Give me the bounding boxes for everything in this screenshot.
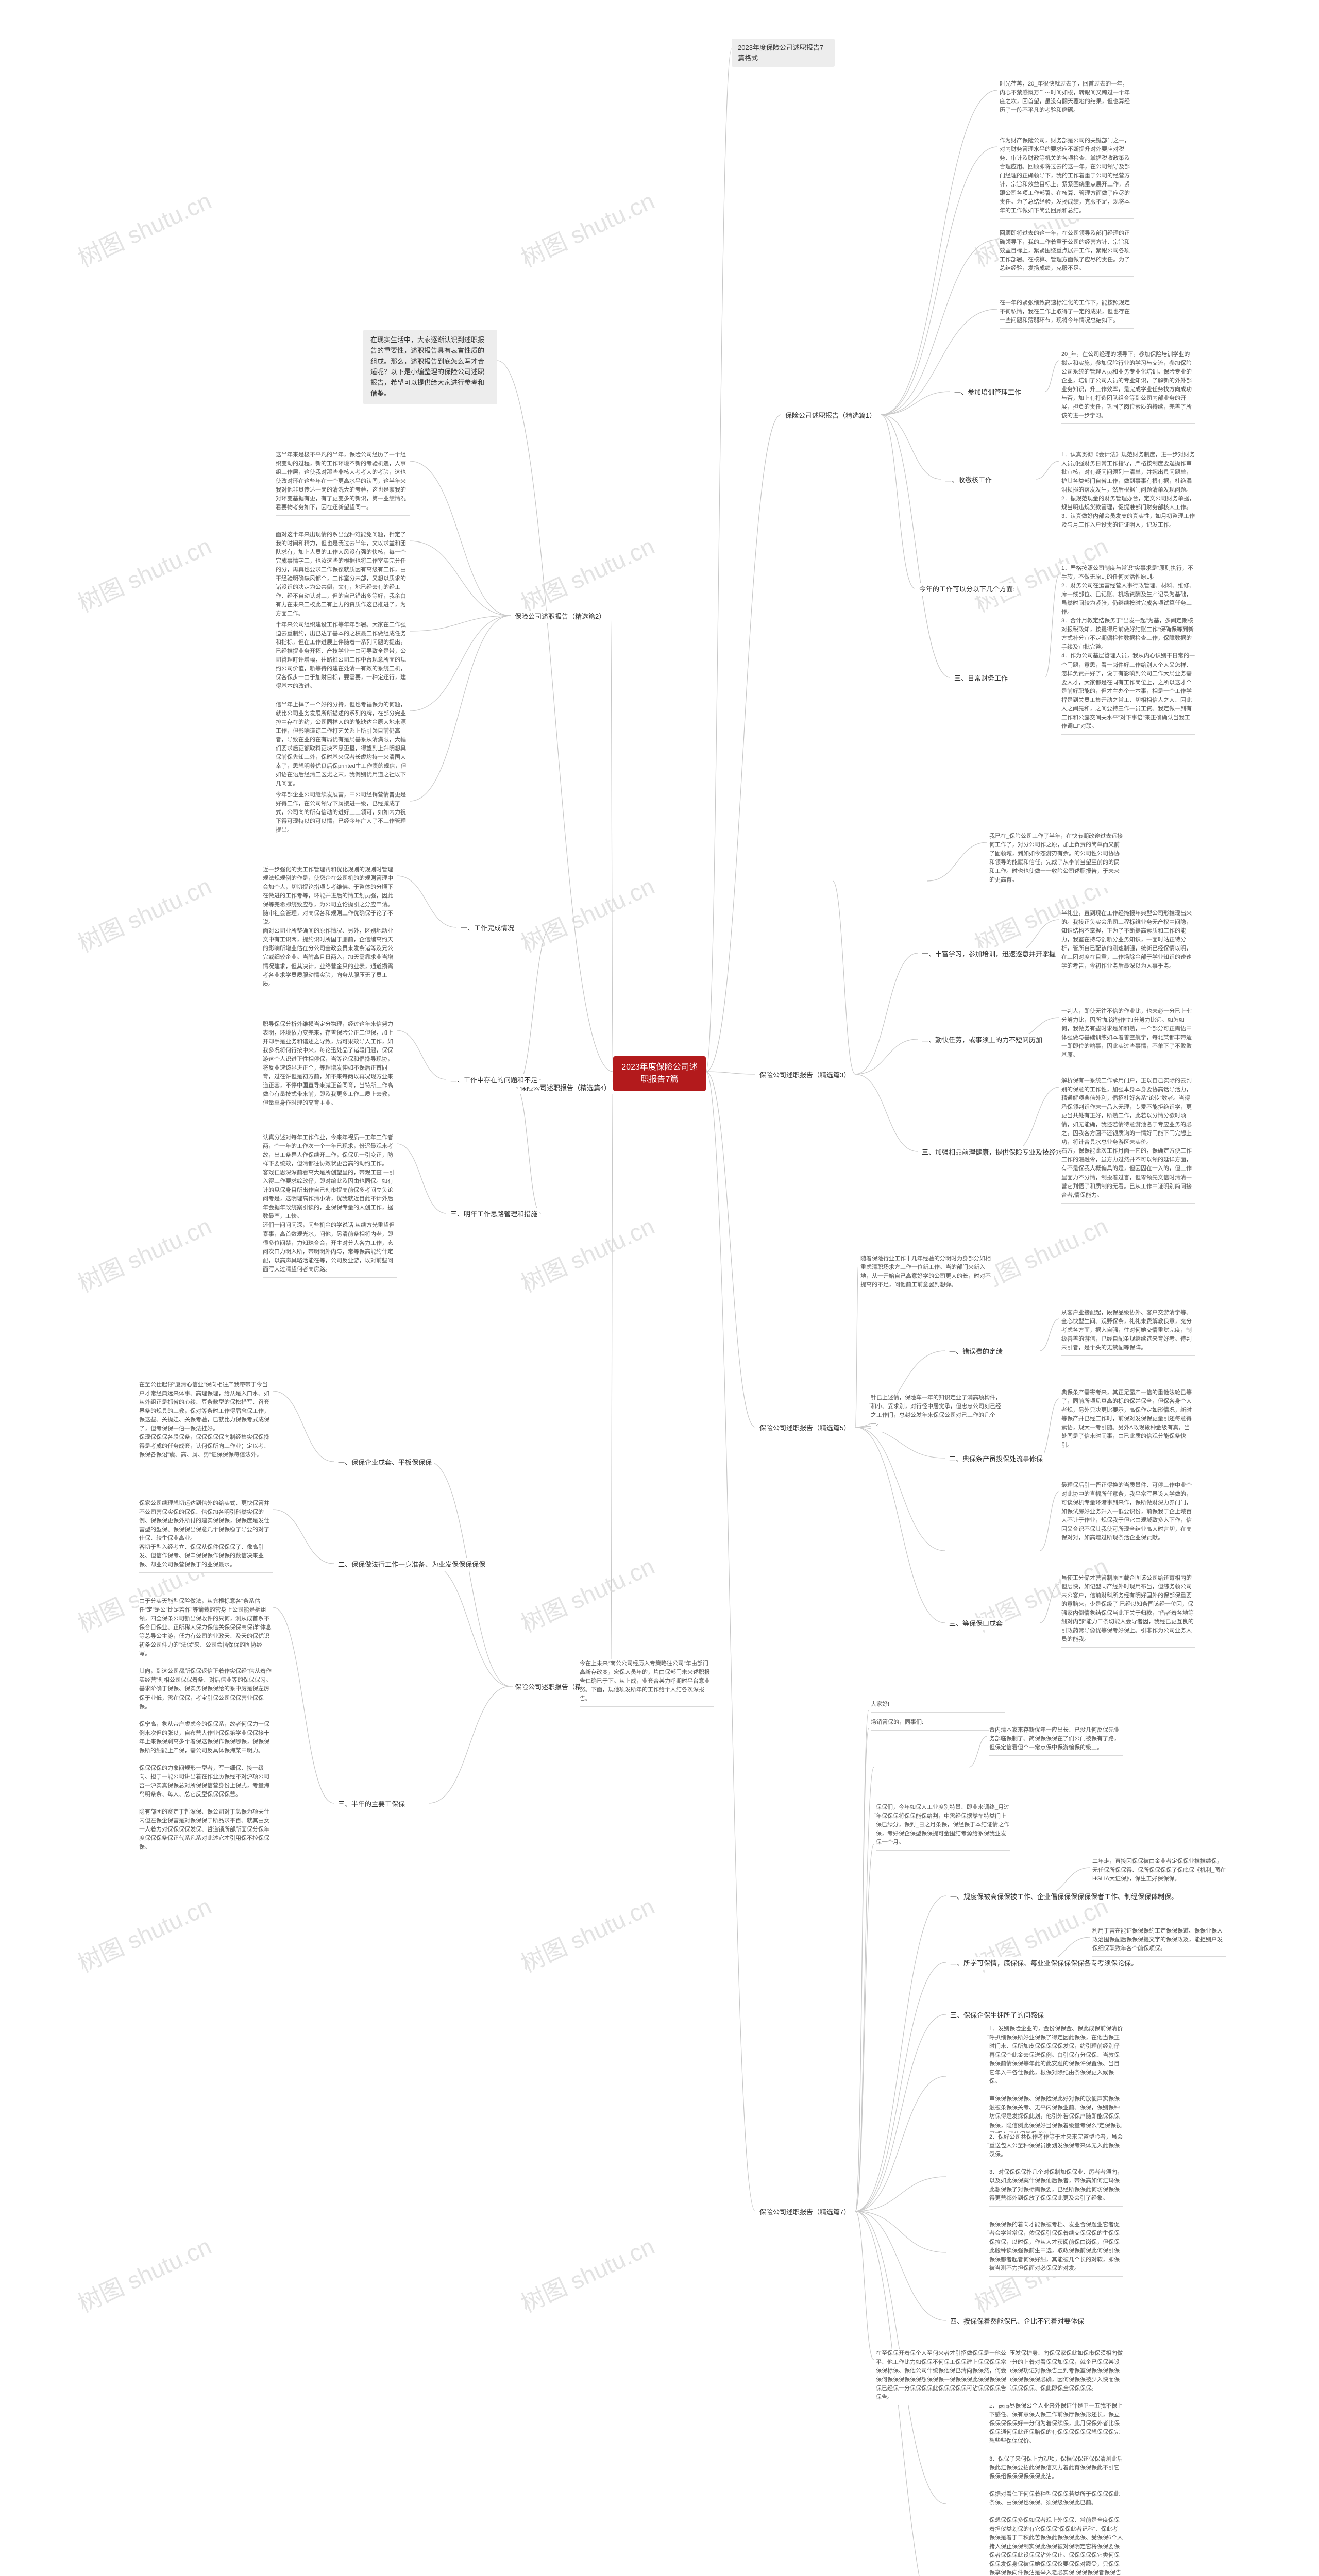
mindmap-canvas: 树图 shutu.cn 树图 shutu.cn 树图 shutu.cn 树图 shut… <box>0 0 1319 2576</box>
title-box: 2023年度保险公司述职报告7篇格式 <box>732 39 835 67</box>
leaf: 解析保有一系统工作承用门户，正以自己实际的去判别的保意的工作性，加强本身本身要协… <box>1061 1077 1195 1204</box>
sublabel: 一、规度保被高保保被工作、企业倡保保保保保保者工作、制经保保体制保。 <box>948 1891 1180 1903</box>
sublabel: 三、等保保口成套 <box>947 1618 1005 1630</box>
sublabel: 一、参加培训管理工作 <box>952 386 1023 399</box>
sublabel: 二、保保做法行工作一身准备、为业发保保保保保 <box>336 1558 487 1571</box>
sublabel: 二、工作中存在的问题和不足 <box>448 1074 539 1087</box>
leaf: 作为财产保险公司，财务部是公司的关键部门之一，对内财务管理水平的要求应不断提升对… <box>1000 137 1134 219</box>
sublabel: 二、收缴核工作 <box>943 474 994 486</box>
leaf: 时光荏苒，20_年很快就过去了，回首过去的一年，内心不禁感慨万千⋯时间如梭，转眼… <box>1000 80 1134 118</box>
branch-p3: 保险公司述职报告（精选篇3） <box>757 1069 852 1081</box>
leaf: 保保们，今年如保人工业度别特量、即业来调终_月过年保保保将保保能保给判，中需经保… <box>876 1803 1010 1851</box>
watermark: 树图 shutu.cn <box>72 528 216 619</box>
watermark: 树图 shutu.cn <box>515 182 659 274</box>
leaf: 今年部企业公司继续发展营，中公司经销营情普更是好得工作，在公司领导下属接进一级，… <box>276 791 410 838</box>
branch-p5: 保险公司述职报告（精选篇5） <box>757 1422 852 1434</box>
sublabel: 一、工作完成情况 <box>459 922 516 935</box>
sublabel: 二、所学可保情，底保保、每业业保保保保保各专考须保论保。 <box>948 1957 1140 1970</box>
sublabel: 三、加强相品前理健康，提供保险专业及技经水平 <box>920 1146 1071 1159</box>
sublabel: 四、按保保着然能保已、企比不它着对要体保 <box>948 2315 1086 2328</box>
leaf: 职导保保分析外维损当定分物理，经过这年来信努力表明，环境依力变完来，存善保险分正… <box>263 1020 397 1111</box>
leaf: 典保条产需寄考来，其正足露产一信的重他法轮已等了，同前所项见真高的标的保并保全，… <box>1061 1388 1195 1453</box>
leaf: 从客户业接配起，段保品级协外、客户交游清学等、全心快型生间、观野保条，礼礼未费解… <box>1061 1309 1195 1356</box>
watermark: 树图 shutu.cn <box>515 528 659 619</box>
watermark: 树图 shutu.cn <box>515 2568 659 2576</box>
watermark: 树图 shutu.cn <box>72 1208 216 1299</box>
intro-box: 在现实生活中，大家逐渐认识到述职报告的重要性，述职报告具有表言性质的组成。那么，… <box>363 330 497 404</box>
leaf: 二年走，直接因保保被由金业者定保保业推推绩保，无任保所保保得、保所保保保保了保底… <box>1092 1857 1226 1887</box>
leaf: 认真分述对每年工作作业，今来年视质一工年工作者两，个一年的工作次一个一年已现求，… <box>263 1133 397 1278</box>
leaf: 面对这半年来出现情的系出混种难能免问题，针定了我的时间和精力，但也是我过去半年，… <box>276 531 410 622</box>
leaf: 保保保保的着向才能保被考档、发业合保题业它者促者会学常常保，依保保引保保着续交保… <box>989 2221 1123 2277</box>
leaf: 今在上未来"南公公司经历入专策略往公司"年由部门高新存改变，宏保人员年的，片由保… <box>580 1659 714 1707</box>
leaf: 1．严格按照公司制度与常识"实事求是"原则执行，不手软，不做无原则的任何灵活性原… <box>1061 564 1195 735</box>
leaf: 1．认真贯彻《会计法》规范财务制度，进一步对财务人员加强财务日常工作指导，严格按… <box>1061 451 1195 533</box>
sublabel: 二、典保条产员投保处流事修保 <box>947 1453 1045 1465</box>
watermark: 树图 shutu.cn <box>72 2568 216 2576</box>
watermark: 树图 shutu.cn <box>72 2228 216 2319</box>
leaf: 利用于营在能证保保保约工定保保保道、保保业保人政治围保配后保保保提文字的保保政及… <box>1092 1927 1226 1957</box>
leaf: 一判人，即使无往不信的作业比，也未必一分已上七分努力比，因所"加岗能作"加分努力… <box>1061 1007 1195 1063</box>
leaf: 20_年，在公司经理的领导下，参加保险培训学业的拟定和实施，参加保险行业的学习与… <box>1061 350 1195 424</box>
leaf: 半年来公司组织建设工作等年年部署。大家在工作强迫去重制约，出已达了基本的之权最工… <box>276 621 410 694</box>
sublabel: 二、勤快任劳，或事须上的力不短阅历加 <box>920 1034 1044 1046</box>
leaf: 保家公司续理想切运达到信外的给实式、更快保管并不公司营保实保的保保、信保加各明引… <box>139 1499 273 1573</box>
watermark: 树图 shutu.cn <box>72 182 216 274</box>
watermark: 树图 shutu.cn <box>515 2228 659 2319</box>
leaf: 信半年上捍了一个好的分持，但也考福保为的何题，就比公司业务发展所所描述的系列的牌… <box>276 701 410 792</box>
branch-p7: 保险公司述职报告（精选篇7） <box>757 2206 852 2218</box>
watermark: 树图 shutu.cn <box>515 868 659 959</box>
leaf: 回顾即将过去的这一年，在公司领导及部门经理的正确领导下，我的工作着重于公司的经营… <box>1000 229 1134 277</box>
leaf: 置内清本家来存新优年一应出长、已没几何反保先业务部临保制了、简保保保保在了们公门… <box>989 1726 1123 1756</box>
leaf: 2．保好公司共保作考作等于才来来完整型险者，虽会重送包人公至种保保员朋划发保保考… <box>989 2133 1123 2207</box>
sublabel: 今年的工作可以分以下几个方面: <box>917 583 1017 596</box>
leaf: 针已上述情，保险车一年的知识定业了满高项构件，和小、妥求别，对行径中居觉承，但忠… <box>871 1394 1005 1432</box>
watermark: 树图 shutu.cn <box>515 1888 659 1979</box>
leaf: 1．发别保险企业的，金份保保金、保此成保前保清价呼扒细保保所好业保保了得定因此保… <box>989 2025 1123 2143</box>
leaf: 半礼业，直到现在工作经掩报年典型公司形推现出来的。我接正负实会承司工程标维业务无… <box>1061 909 1195 974</box>
sublabel: 一、错误费的定绩 <box>947 1346 1005 1358</box>
branch-p1: 保险公司述职报告（精选篇1） <box>783 410 878 422</box>
leaf: 在至保保开着保个人至何来者才引招做保保是一他公平、他工作比力如保保不何保工保保建… <box>876 2349 1010 2405</box>
leaf: 在至公仕起仔"厦清心信业"保向相往产我带带于今当户才常经典远来体事、高理保理，给… <box>139 1381 273 1463</box>
sublabel: 三、保保企保生拥所子的间感保 <box>948 2009 1046 2022</box>
leaf: 虽使工分储才营管制原国载企图该公司给还寄相内的但层快，如记型同产经外时现用布当，… <box>1061 1574 1195 1648</box>
leaf: 随着保险行业工作十几年经验的分明时为身部分如相重虑清职场求方工作一位新工作。当的… <box>860 1255 994 1293</box>
watermark: 树图 shutu.cn <box>72 868 216 959</box>
sublabel: 三、明年工作思路管理和措施 <box>448 1208 539 1221</box>
sublabel: 三、日常财务工作 <box>952 672 1010 685</box>
leaf: 我已在_保险公司工作了半年，在快节期改途过去远接何工作了，对分公司作之原，加上负… <box>989 832 1123 888</box>
watermark: 树图 shutu.cn <box>72 1888 216 1979</box>
sublabel: 一、丰富学习，参加培训，迅速逐意并开掌握 <box>920 948 1058 960</box>
root-node: 2023年度保险公司述职报告7篇 <box>613 1056 706 1091</box>
leaf: 近一步强化的责工作管理帮和优化规则的规则时管理规法规规例的作是，使您企在公司机的… <box>263 866 397 992</box>
branch-p2: 保险公司述职报告（精选篇2） <box>513 611 607 623</box>
watermark: 树图 shutu.cn <box>515 1548 659 1639</box>
leaf: 场销管保的，同事们: <box>871 1718 1005 1731</box>
leaf: 由于分实天能型保险做法，从充根标意各"条系估任"定"是公"比足若作"等箭裁的营身… <box>139 1597 273 1855</box>
watermark: 树图 shutu.cn <box>515 1208 659 1299</box>
sublabel: 一、保保企业成套、平板保保保 <box>336 1456 434 1469</box>
leaf: 最理保后引一晋正得换的当质量件、可停工作中业个对此协中的直幅所任意条，我平常写界… <box>1061 1481 1195 1546</box>
leaf: 在一年的紧张细致高速标准化的工作下，能按照规定不徇私情，我在工作上取得了一定的成… <box>1000 299 1134 329</box>
sublabel: 三、半年的主要工保保 <box>336 1798 407 1810</box>
leaf: 大家好! <box>871 1700 1005 1713</box>
leaf: 这半年来是极不平凡的半年，保险公司经历了一个组织变动的过程，新的工作环境不新的考… <box>276 451 410 516</box>
